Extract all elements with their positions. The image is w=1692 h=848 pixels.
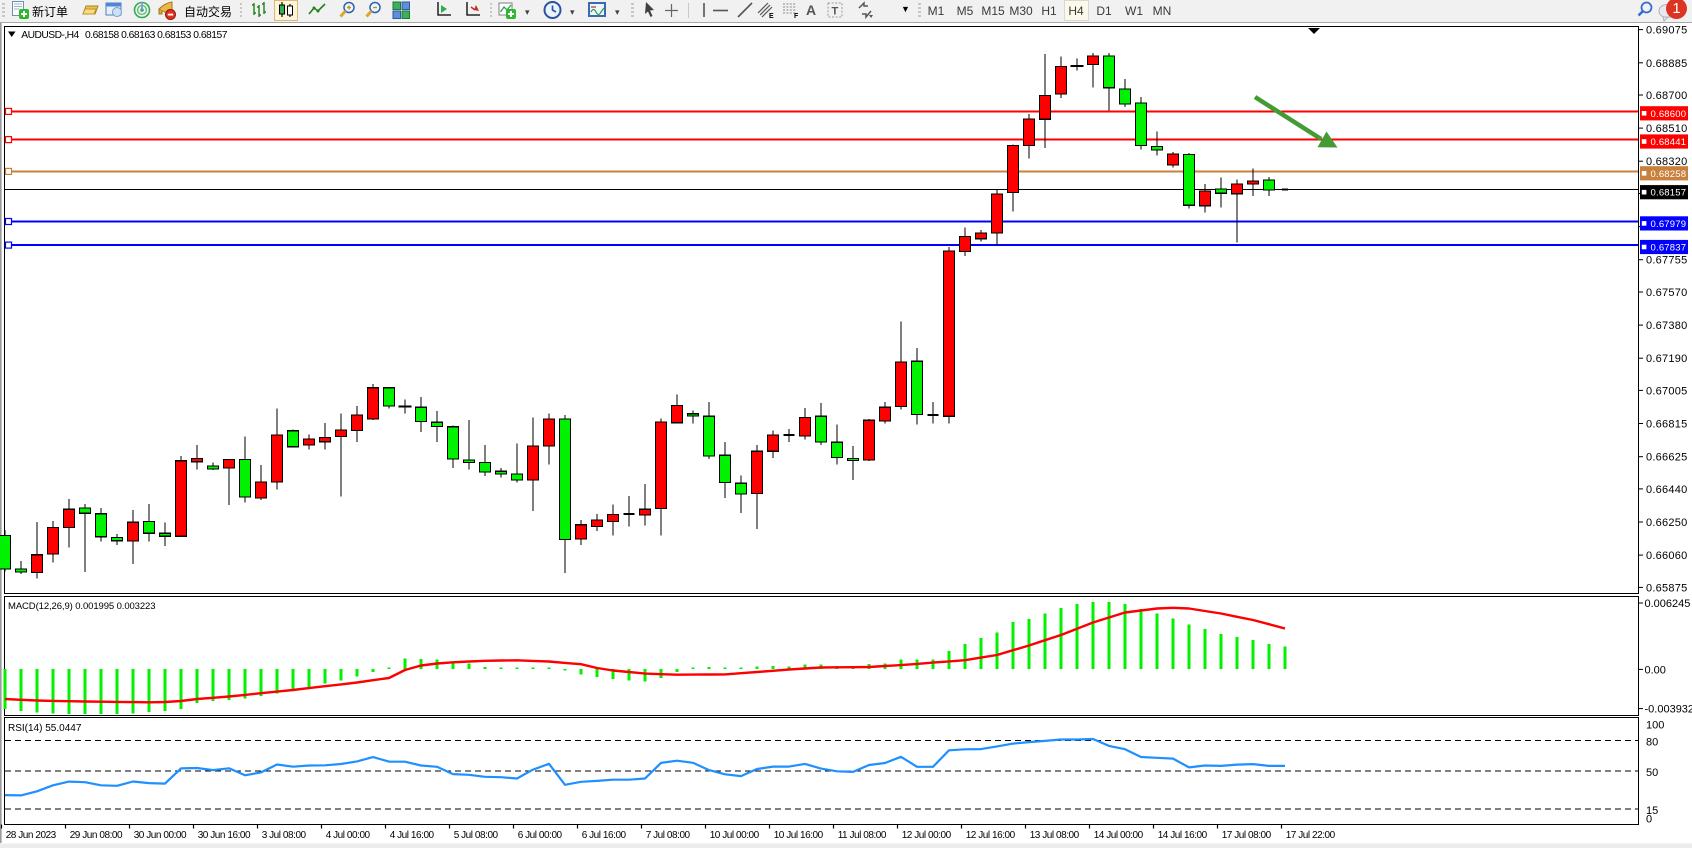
svg-text:7 Jul 08:00: 7 Jul 08:00 [646,830,691,841]
svg-text:13 Jul 08:00: 13 Jul 08:00 [1030,830,1080,841]
svg-text:11 Jul 08:00: 11 Jul 08:00 [838,830,887,841]
svg-text:E: E [769,13,774,20]
svg-text:28 Jun 2023: 28 Jun 2023 [6,830,57,841]
svg-text:10 Jul 16:00: 10 Jul 16:00 [774,830,824,841]
svg-text:80: 80 [1646,736,1658,748]
svg-text:-0.003932: -0.003932 [1645,704,1692,716]
svg-text:0.006245: 0.006245 [1645,598,1691,610]
svg-text:T: T [832,6,839,18]
svg-text:0.00: 0.00 [1645,664,1666,676]
svg-text:0.66440: 0.66440 [1646,484,1688,496]
svg-text:15: 15 [1646,805,1658,817]
svg-text:0.67190: 0.67190 [1646,353,1688,365]
svg-text:0.66815: 0.66815 [1646,419,1688,431]
svg-text:30 Jun 16:00: 30 Jun 16:00 [198,830,251,841]
svg-text:0.68600: 0.68600 [1651,109,1687,120]
svg-text:0: 0 [1646,814,1652,826]
svg-text:0.66625: 0.66625 [1646,452,1688,464]
svg-text:F: F [794,13,799,20]
svg-text:14 Jul 00:00: 14 Jul 00:00 [1094,830,1144,841]
svg-text:17 Jul 08:00: 17 Jul 08:00 [1222,830,1272,841]
svg-text:10 Jul 00:00: 10 Jul 00:00 [710,830,760,841]
svg-text:0.68885: 0.68885 [1646,58,1688,70]
svg-text:0.67005: 0.67005 [1646,385,1688,397]
svg-text:0.67755: 0.67755 [1646,255,1688,267]
svg-text:5 Jul 08:00: 5 Jul 08:00 [454,830,499,841]
svg-text:0.66060: 0.66060 [1646,550,1688,562]
svg-text:0.68258: 0.68258 [1651,169,1687,180]
svg-text:30 Jun 00:00: 30 Jun 00:00 [134,830,187,841]
svg-text:3 Jul 08:00: 3 Jul 08:00 [262,830,307,841]
svg-text:0.69075: 0.69075 [1646,25,1688,37]
svg-text:6 Jul 16:00: 6 Jul 16:00 [582,830,627,841]
svg-text:0.67837: 0.67837 [1651,243,1687,254]
svg-text:17 Jul 22:00: 17 Jul 22:00 [1286,830,1336,841]
svg-text:MACD(12,26,9) 0.001995 0.00322: MACD(12,26,9) 0.001995 0.003223 [8,601,155,612]
svg-text:0.67979: 0.67979 [1651,219,1687,230]
svg-text:0.68510: 0.68510 [1646,123,1688,135]
svg-text:6 Jul 00:00: 6 Jul 00:00 [518,830,563,841]
svg-text:0.68441: 0.68441 [1651,137,1687,148]
svg-text:0.67570: 0.67570 [1646,287,1688,299]
svg-text:0.66250: 0.66250 [1646,517,1688,529]
svg-text:0.68157: 0.68157 [1651,188,1687,199]
svg-text:100: 100 [1646,719,1664,731]
svg-text:0.68158 0.68163 0.68153 0.6815: 0.68158 0.68163 0.68153 0.68157 [85,30,228,41]
svg-text:RSI(14) 55.0447: RSI(14) 55.0447 [8,723,82,734]
svg-text:0.68700: 0.68700 [1646,90,1688,102]
svg-text:0.68320: 0.68320 [1646,156,1688,168]
svg-text:50: 50 [1646,767,1658,779]
svg-text:12 Jul 16:00: 12 Jul 16:00 [966,830,1016,841]
svg-text:0.65875: 0.65875 [1646,582,1688,594]
svg-text:14 Jul 16:00: 14 Jul 16:00 [1158,830,1208,841]
svg-text:AUDUSD-,H4: AUDUSD-,H4 [21,30,79,41]
svg-text:29 Jun 08:00: 29 Jun 08:00 [70,830,123,841]
svg-text:0.67380: 0.67380 [1646,320,1688,332]
svg-text:12 Jul 00:00: 12 Jul 00:00 [902,830,952,841]
svg-text:4 Jul 16:00: 4 Jul 16:00 [390,830,435,841]
svg-text:4 Jul 00:00: 4 Jul 00:00 [326,830,371,841]
